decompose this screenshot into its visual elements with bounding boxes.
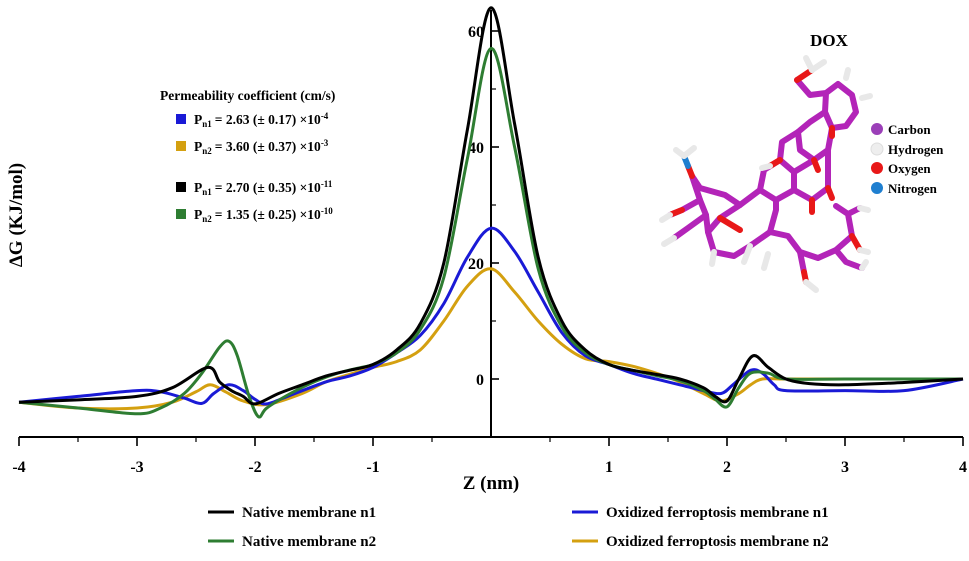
x-tick-label: 3 — [841, 459, 849, 476]
legend-label: Native membrane n2 — [242, 534, 376, 550]
y-tick-label: 0 — [476, 372, 484, 389]
permeability-row: Pn2 = 1.35 (± 0.25) ×10-10 — [176, 206, 333, 224]
legend-entry: Native membrane n1 — [208, 505, 376, 521]
permeability-swatch — [176, 209, 186, 219]
atom-label: Nitrogen — [888, 181, 938, 196]
y-tick-label: 40 — [468, 140, 484, 157]
series-layer — [18, 6, 964, 419]
legend-label: Oxidized ferroptosis membrane n2 — [606, 534, 829, 550]
permeability-swatch — [176, 141, 186, 151]
legend-entry: Oxidized ferroptosis membrane n1 — [572, 505, 829, 521]
x-tick-label: 4 — [959, 459, 967, 476]
chart-legend: Native membrane n1 Oxidized ferroptosis m… — [208, 505, 829, 550]
x-tick-label: -4 — [12, 459, 25, 476]
legend-label: Oxidized ferroptosis membrane n1 — [606, 505, 829, 521]
permeability-rows: Pn1 = 2.63 (± 0.17) ×10-4 Pn2 = 3.60 (± 0.3… — [176, 111, 333, 224]
permeability-swatch — [176, 182, 186, 192]
permeability-row: Pn2 = 3.60 (± 0.37) ×10-3 — [176, 138, 329, 156]
atom-label: Oxygen — [888, 161, 931, 176]
atom-swatch — [871, 123, 883, 135]
legend-label: Native membrane n1 — [242, 505, 376, 521]
atom-label: Carbon — [888, 122, 931, 137]
x-ticks: -4 -3 -2 -1 1 2 3 4 — [12, 437, 967, 476]
x-tick-label: -1 — [366, 459, 379, 476]
x-tick-label: 2 — [723, 459, 731, 476]
permeability-row: Pn1 = 2.70 (± 0.35) ×10-11 — [176, 179, 333, 197]
series-line-2 — [18, 46, 963, 419]
atom-swatch — [870, 142, 884, 156]
x-tick-label: 1 — [605, 459, 613, 476]
permeability-row: Pn1 = 2.63 (± 0.17) ×10-4 — [176, 111, 329, 129]
permeability-swatch — [176, 114, 186, 124]
permeability-text: Pn1 = 2.63 (± 0.17) ×10-4 — [194, 111, 329, 129]
legend-entry: Native membrane n2 — [208, 534, 376, 550]
dox-molecule-image — [659, 55, 873, 293]
permeability-text: Pn2 = 1.35 (± 0.25) ×10-10 — [194, 206, 333, 224]
series-line-1 — [18, 6, 964, 406]
atom-swatch — [871, 162, 883, 174]
permeability-text: Pn2 = 3.60 (± 0.37) ×10-3 — [194, 138, 329, 156]
x-axis-label: Z (nm) — [463, 473, 519, 494]
y-tick-label: 20 — [468, 256, 484, 273]
permeability-text: Pn1 = 2.70 (± 0.35) ×10-11 — [194, 179, 333, 197]
atom-legend: Carbon Hydrogen Oxygen Nitrogen — [870, 122, 944, 196]
y-axis-label: ΔG (KJ/mol) — [6, 163, 27, 267]
atom-swatch — [871, 182, 883, 194]
atom-label: Hydrogen — [888, 142, 944, 157]
legend-entry: Oxidized ferroptosis membrane n2 — [572, 534, 829, 550]
x-tick-label: -2 — [248, 459, 261, 476]
permeability-title: Permeability coefficient (cm/s) — [160, 88, 335, 103]
x-tick-label: -3 — [130, 459, 143, 476]
y-ticks: 0 20 40 60 — [468, 24, 499, 438]
series-line-3 — [18, 226, 964, 406]
molecule-name: DOX — [810, 31, 849, 50]
y-tick-label: 60 — [468, 24, 484, 41]
